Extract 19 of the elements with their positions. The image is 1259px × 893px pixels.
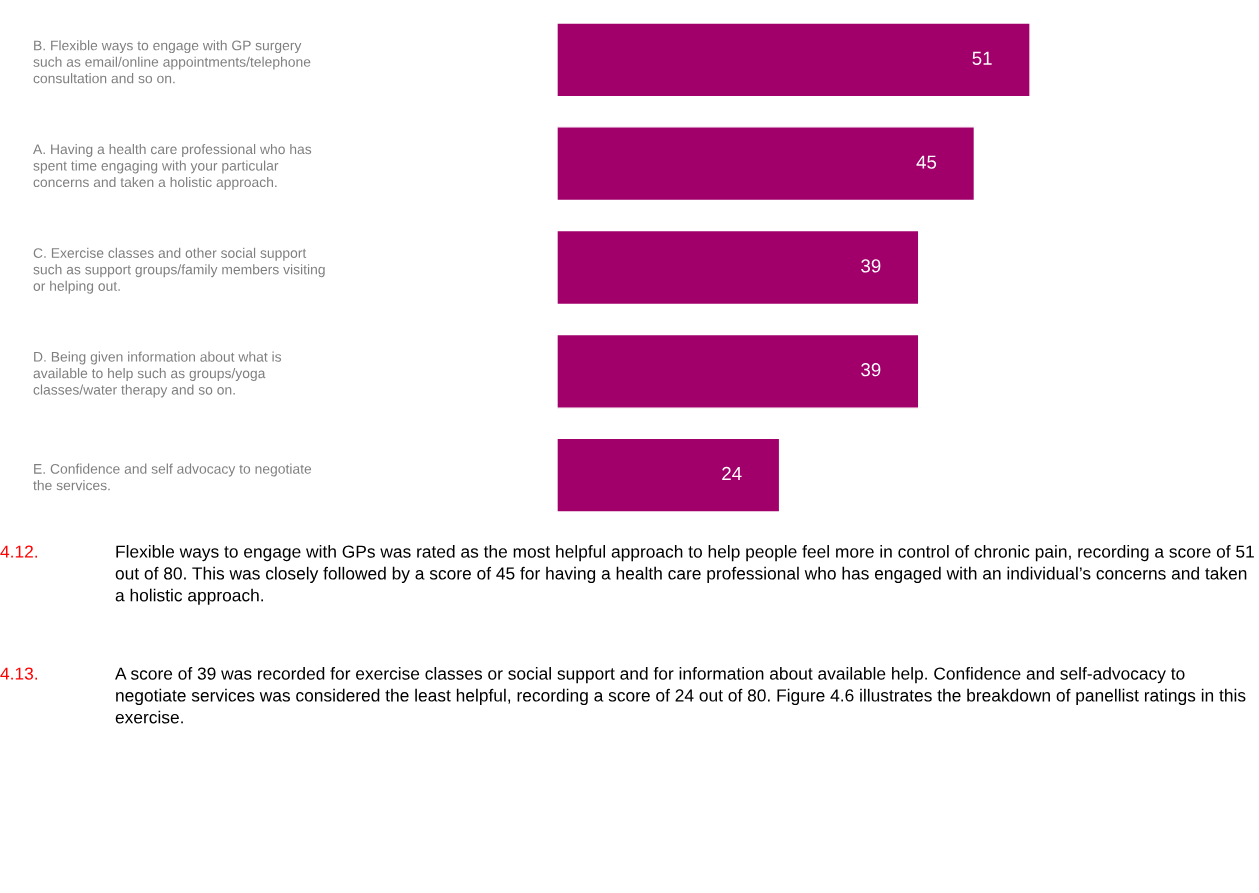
y-tick-label: B. Flexible ways to engage with GP surgery such as email/online appointments/telephone consultation and so on. <box>33 40 311 84</box>
bar <box>557 333 920 409</box>
data-label: 45 <box>916 155 937 169</box>
y-tick-label: A. Having a health care professional who has spent time engaging with your particular concerns and taken a holistic approach. <box>33 143 312 190</box>
text: Flexible ways to engage with GPs was rated as the most helpful approach to help people feel more in control of chronic pain, recording a score of 51 out of 80. This was closely followed by a score of 45 for having a health care professional who has engaged with an individual’s concerns and taken a holistic approach. <box>115 545 1254 605</box>
text: 4.12. <box>0 545 38 558</box>
text: A score of 39 was recorded for exercise classes or social support and for information about available help. Confidence and self-advocacy to negotiate services was considered the least helpful, recording a score of 24 out of 80. Figure 4.6 illustrates the breakdown of panellist ratings in this exercise. <box>115 667 1246 724</box>
text: 4.13. <box>0 667 38 680</box>
y-tick-label: E. Confidence and self advocacy to negotiate the services. <box>33 463 312 491</box>
y-tick-label: D. Being given information about what is available to help such as groups/yoga classes/water therapy and so on. <box>33 351 282 398</box>
data-label: 24 <box>722 466 742 480</box>
bar <box>557 437 781 513</box>
bar <box>557 22 1031 98</box>
bar <box>557 229 920 306</box>
y-tick-label: C. Exercise classes and other social support such as support groups/family members visiting or helping out. <box>33 247 325 294</box>
data-label: 39 <box>861 363 881 377</box>
bar <box>557 126 976 202</box>
data-label: 51 <box>972 51 992 65</box>
data-label: 39 <box>861 259 881 273</box>
